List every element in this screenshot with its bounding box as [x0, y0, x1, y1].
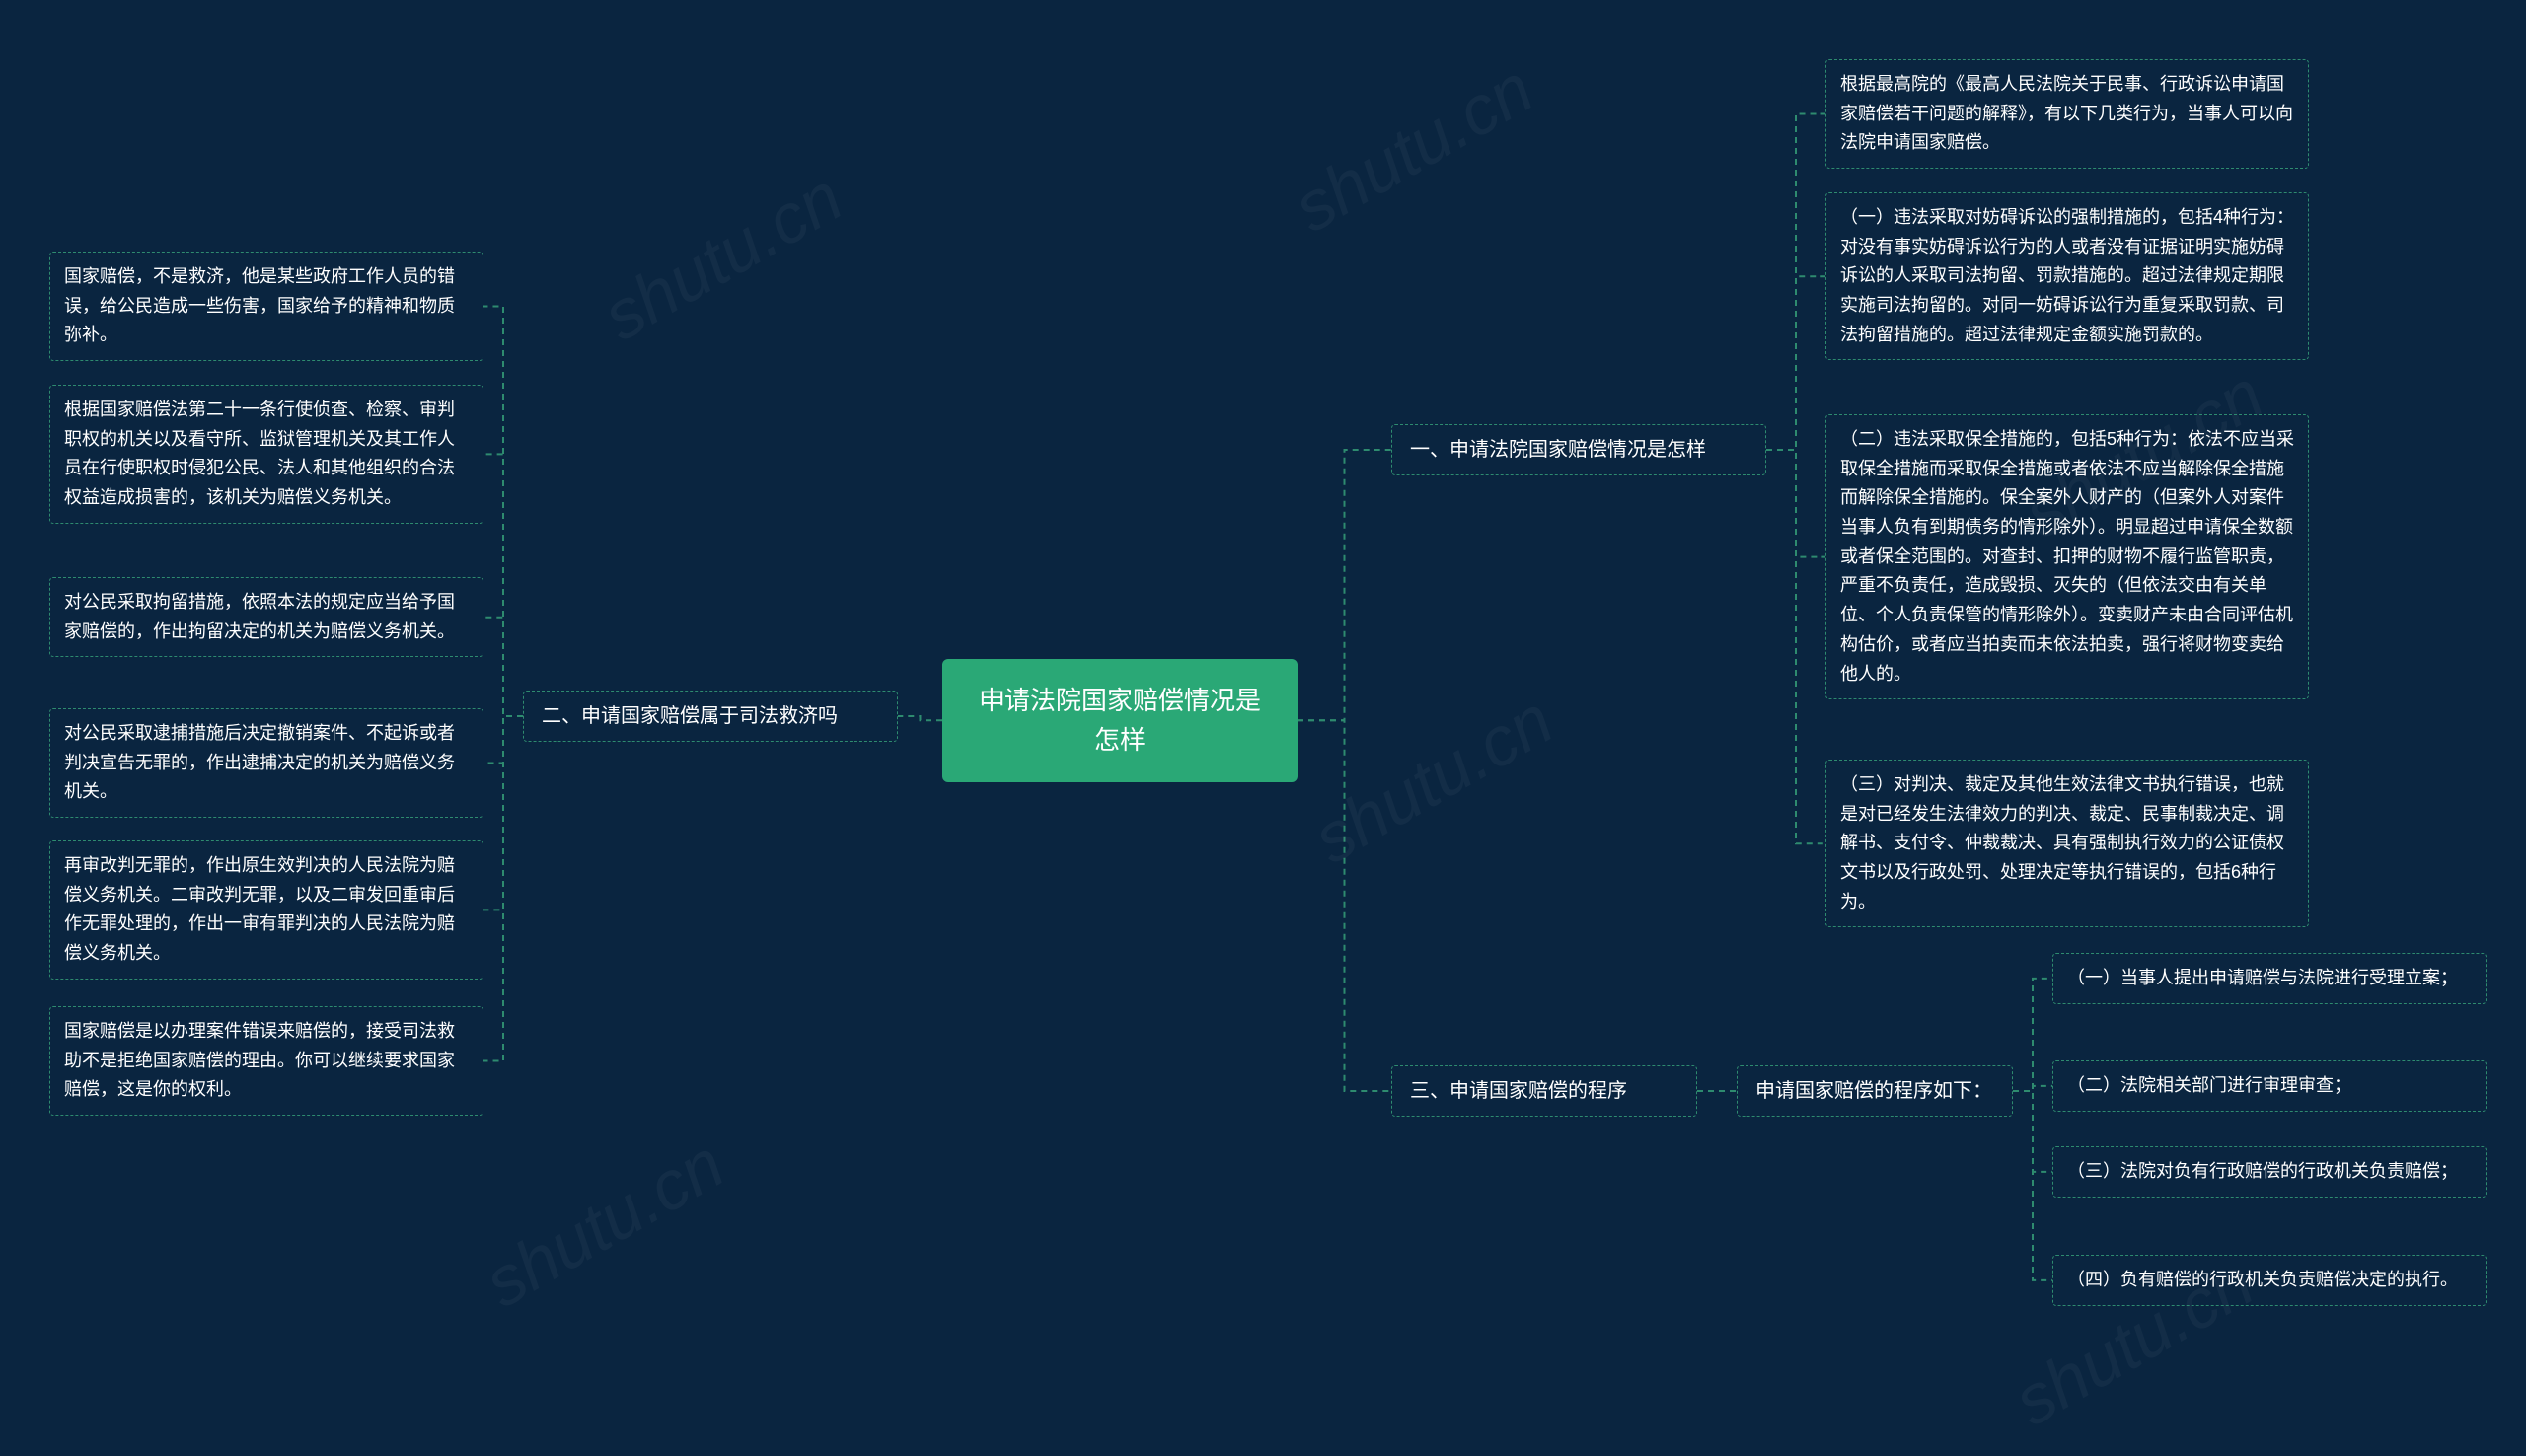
branch-3-sub[interactable]: 申请国家赔偿的程序如下：	[1737, 1065, 2013, 1117]
leaf-b2-4[interactable]: 对公民采取逮捕措施后决定撤销案件、不起诉或者判决宣告无罪的，作出逮捕决定的机关为…	[49, 708, 483, 818]
branch-3-label: 三、申请国家赔偿的程序	[1410, 1080, 1627, 1102]
leaf-b2-6[interactable]: 国家赔偿是以办理案件错误来赔偿的，接受司法救助不是拒绝国家赔偿的理由。你可以继续…	[49, 1006, 483, 1116]
leaf-b2-3[interactable]: 对公民采取拘留措施，依照本法的规定应当给予国家赔偿的，作出拘留决定的机关为赔偿义…	[49, 577, 483, 657]
leaf-b3-3[interactable]: （三）法院对负有行政赔偿的行政机关负责赔偿；	[2052, 1146, 2487, 1198]
leaf-b2-5[interactable]: 再审改判无罪的，作出原生效判决的人民法院为赔偿义务机关。二审改判无罪，以及二审发…	[49, 840, 483, 980]
watermark: shutu.cn	[472, 1124, 737, 1323]
branch-3-sub-label: 申请国家赔偿的程序如下：	[1755, 1080, 1992, 1102]
leaf-b3-2[interactable]: （二）法院相关部门进行审理审查；	[2052, 1060, 2487, 1112]
leaf-text: （一）违法采取对妨碍诉讼的强制措施的，包括4种行为：对没有事实妨碍诉讼行为的人或…	[1840, 207, 2294, 344]
branch-3[interactable]: 三、申请国家赔偿的程序	[1391, 1065, 1697, 1117]
leaf-text: 国家赔偿是以办理案件错误来赔偿的，接受司法救助不是拒绝国家赔偿的理由。你可以继续…	[64, 1021, 455, 1099]
leaf-b1-2[interactable]: （一）违法采取对妨碍诉讼的强制措施的，包括4种行为：对没有事实妨碍诉讼行为的人或…	[1825, 192, 2309, 360]
leaf-b1-1[interactable]: 根据最高院的《最高人民法院关于民事、行政诉讼申请国家赔偿若干问题的解释》，有以下…	[1825, 59, 2309, 169]
leaf-text: 国家赔偿，不是救济，他是某些政府工作人员的错误，给公民造成一些伤害，国家给予的精…	[64, 266, 455, 344]
watermark: shutu.cn	[1281, 48, 1546, 248]
leaf-text: 再审改判无罪的，作出原生效判决的人民法院为赔偿义务机关。二审改判无罪，以及二审发…	[64, 855, 455, 963]
leaf-text: 根据国家赔偿法第二十一条行使侦查、检察、审判职权的机关以及看守所、监狱管理机关及…	[64, 400, 455, 507]
leaf-text: （一）当事人提出申请赔偿与法院进行受理立案；	[2067, 968, 2458, 987]
leaf-text: （二）法院相关部门进行审理审查；	[2067, 1075, 2351, 1095]
mindmap-canvas: shutu.cn shutu.cn shutu.cn shutu.cn shut…	[0, 0, 2526, 1456]
leaf-b3-1[interactable]: （一）当事人提出申请赔偿与法院进行受理立案；	[2052, 953, 2487, 1004]
leaf-b1-3[interactable]: （二）违法采取保全措施的，包括5种行为：依法不应当采取保全措施而采取保全措施或者…	[1825, 414, 2309, 699]
leaf-text: （二）违法采取保全措施的，包括5种行为：依法不应当采取保全措施而采取保全措施或者…	[1840, 429, 2294, 684]
leaf-b1-4[interactable]: （三）对判决、裁定及其他生效法律文书执行错误，也就是对已经发生法律效力的判决、裁…	[1825, 760, 2309, 927]
root-label: 申请法院国家赔偿情况是怎样	[979, 686, 1261, 755]
branch-1-label: 一、申请法院国家赔偿情况是怎样	[1410, 439, 1706, 461]
leaf-b3-4[interactable]: （四）负有赔偿的行政机关负责赔偿决定的执行。	[2052, 1255, 2487, 1306]
root-node[interactable]: 申请法院国家赔偿情况是怎样	[942, 659, 1298, 782]
leaf-text: （三）法院对负有行政赔偿的行政机关负责赔偿；	[2067, 1161, 2458, 1181]
branch-2-label: 二、申请国家赔偿属于司法救济吗	[542, 705, 838, 727]
leaf-b2-2[interactable]: 根据国家赔偿法第二十一条行使侦查、检察、审判职权的机关以及看守所、监狱管理机关及…	[49, 385, 483, 524]
watermark: shutu.cn	[1300, 680, 1566, 879]
leaf-text: 对公民采取拘留措施，依照本法的规定应当给予国家赔偿的，作出拘留决定的机关为赔偿义…	[64, 592, 455, 641]
leaf-text: 对公民采取逮捕措施后决定撤销案件、不起诉或者判决宣告无罪的，作出逮捕决定的机关为…	[64, 723, 455, 801]
watermark: shutu.cn	[590, 157, 855, 356]
branch-2[interactable]: 二、申请国家赔偿属于司法救济吗	[523, 691, 898, 742]
leaf-text: （三）对判决、裁定及其他生效法律文书执行错误，也就是对已经发生法律效力的判决、裁…	[1840, 774, 2284, 911]
leaf-text: （四）负有赔偿的行政机关负责赔偿决定的执行。	[2067, 1270, 2458, 1289]
branch-1[interactable]: 一、申请法院国家赔偿情况是怎样	[1391, 424, 1766, 475]
leaf-text: 根据最高院的《最高人民法院关于民事、行政诉讼申请国家赔偿若干问题的解释》，有以下…	[1840, 74, 2293, 152]
leaf-b2-1[interactable]: 国家赔偿，不是救济，他是某些政府工作人员的错误，给公民造成一些伤害，国家给予的精…	[49, 252, 483, 361]
